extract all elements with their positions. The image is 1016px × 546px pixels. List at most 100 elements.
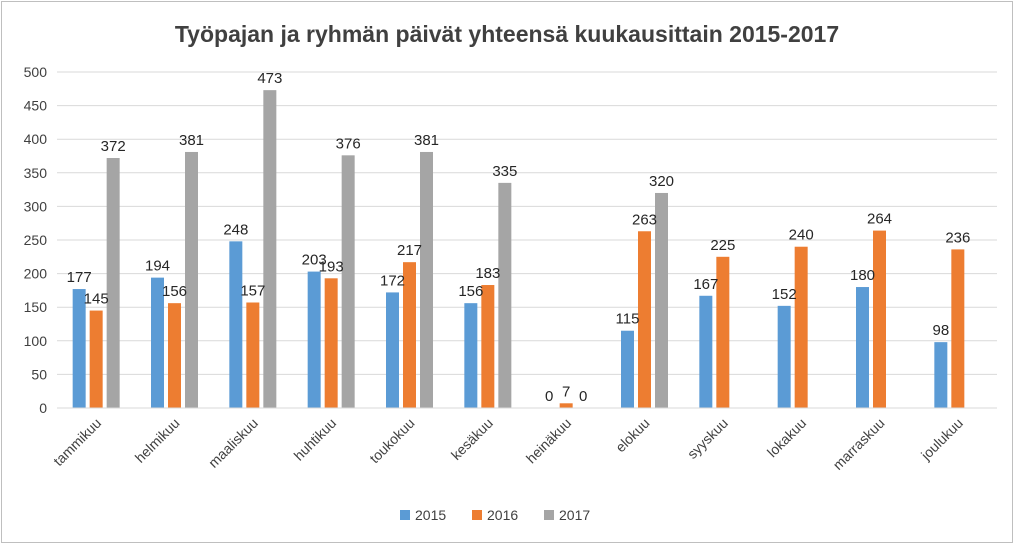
bar-2016-heinäkuu — [559, 403, 573, 408]
bar-2017-helmikuu — [185, 151, 198, 408]
data-label: 7 — [562, 383, 570, 400]
data-label: 193 — [319, 258, 344, 275]
bar-2015-tammikuu — [72, 289, 86, 408]
y-tick-label: 500 — [24, 64, 48, 80]
data-label: 98 — [932, 322, 949, 339]
bar-2016-maaliskuu — [246, 302, 260, 408]
legend-swatch — [544, 510, 554, 520]
bar-2015-marraskuu — [856, 287, 869, 408]
x-tick-label: joulukuu — [917, 415, 966, 464]
data-label: 473 — [257, 70, 282, 87]
bar-2017-huhtikuu — [341, 155, 355, 408]
bar-2016-helmikuu — [168, 303, 181, 408]
bar-2016-huhtikuu — [324, 278, 338, 408]
data-label: 203 — [302, 252, 327, 269]
data-label: 225 — [710, 237, 735, 254]
x-tick-label: maaliskuu — [205, 415, 261, 471]
x-tick-label: huhtikuu — [291, 415, 340, 464]
bar-2015-maaliskuu — [229, 241, 243, 408]
legend: 2015 2016 2017 — [400, 507, 590, 523]
bar-2016-elokuu — [638, 231, 651, 408]
data-label: 157 — [240, 282, 265, 299]
bar-2015-toukokuu — [386, 292, 399, 408]
x-tick-label: kesäkuu — [448, 415, 496, 463]
y-tick-label: 250 — [24, 232, 48, 248]
gridlines — [57, 71, 997, 409]
y-tick-label: 0 — [39, 400, 47, 416]
data-label: 240 — [789, 227, 814, 244]
data-label: 372 — [101, 138, 126, 155]
bar-2015-joulukuu — [934, 342, 948, 408]
x-tick-label: tammikuu — [50, 415, 104, 469]
bar-2017-maaliskuu — [263, 90, 277, 409]
y-tick-label: 100 — [24, 333, 48, 349]
data-label: 320 — [649, 173, 674, 190]
bar-2015-kesäkuu — [464, 303, 478, 408]
data-label: 381 — [179, 132, 204, 149]
y-tick-label: 50 — [31, 366, 47, 382]
bar-2015-elokuu — [621, 330, 634, 408]
legend-item-2015[interactable]: 2015 — [400, 507, 446, 523]
data-label: 381 — [414, 132, 439, 149]
y-tick-label: 400 — [24, 131, 48, 147]
y-tick-label: 350 — [24, 165, 48, 181]
y-tick-label: 200 — [24, 266, 48, 282]
bar-2015-helmikuu — [151, 277, 164, 408]
bar-2016-syyskuu — [716, 256, 730, 408]
x-tick-label: marraskuu — [830, 415, 888, 473]
bar-2016-lokakuu — [794, 246, 808, 408]
legend-label: 2017 — [559, 507, 590, 523]
y-tick-label: 150 — [24, 299, 48, 315]
bar-2016-toukokuu — [403, 262, 416, 408]
x-tick-label: helmikuu — [132, 415, 183, 466]
data-label: 263 — [632, 211, 657, 228]
bar-2017-elokuu — [655, 192, 668, 408]
bar-2015-huhtikuu — [307, 271, 321, 408]
y-tick-label: 450 — [24, 98, 48, 114]
chart-title: Työpajan ja ryhmän päivät yhteensä kuuka… — [175, 21, 839, 47]
x-tick-label: toukokuu — [366, 415, 417, 466]
data-label: 167 — [693, 276, 718, 293]
x-tick-label: lokakuu — [764, 415, 809, 460]
data-label: 335 — [492, 163, 517, 180]
y-axis: 0 50 100 150 200 250 300 350 400 450 500 — [24, 64, 48, 416]
x-axis: tammikuu helmikuu maaliskuu huhtikuu toukoku… — [50, 407, 997, 473]
bar-2015-syyskuu — [699, 295, 713, 408]
data-label: 217 — [397, 242, 422, 259]
x-tick-label: syyskuu — [684, 415, 731, 462]
x-tick-label: heinäkuu — [523, 415, 574, 466]
data-label: 156 — [458, 283, 483, 300]
data-label: 0 — [579, 388, 587, 405]
data-label: 177 — [67, 269, 92, 286]
data-label: 264 — [867, 211, 892, 228]
data-label: 0 — [545, 388, 553, 405]
bar-2016-kesäkuu — [481, 285, 495, 408]
legend-item-2017[interactable]: 2017 — [544, 507, 590, 523]
data-label: 115 — [616, 311, 640, 328]
data-label: 152 — [772, 286, 797, 303]
bar-2015-lokakuu — [777, 305, 791, 408]
legend-item-2016[interactable]: 2016 — [472, 507, 518, 523]
y-tick-label: 300 — [24, 198, 48, 214]
data-label: 376 — [336, 135, 361, 152]
legend-label: 2016 — [487, 507, 518, 523]
bar-2017-kesäkuu — [498, 182, 512, 408]
bar-2016-tammikuu — [89, 310, 103, 408]
data-label: 248 — [223, 221, 248, 238]
data-label: 156 — [162, 283, 187, 300]
bars — [72, 90, 965, 409]
data-label: 180 — [850, 267, 875, 284]
x-tick-label: elokuu — [612, 415, 652, 455]
bar-2016-joulukuu — [951, 249, 965, 408]
data-label: 236 — [945, 229, 970, 246]
bar-2017-tammikuu — [106, 158, 120, 408]
data-label: 172 — [380, 272, 405, 289]
data-label: 194 — [145, 258, 170, 275]
data-label: 145 — [84, 291, 109, 308]
bar-2017-toukokuu — [420, 151, 433, 408]
legend-label: 2015 — [415, 507, 446, 523]
data-label: 183 — [475, 265, 500, 282]
